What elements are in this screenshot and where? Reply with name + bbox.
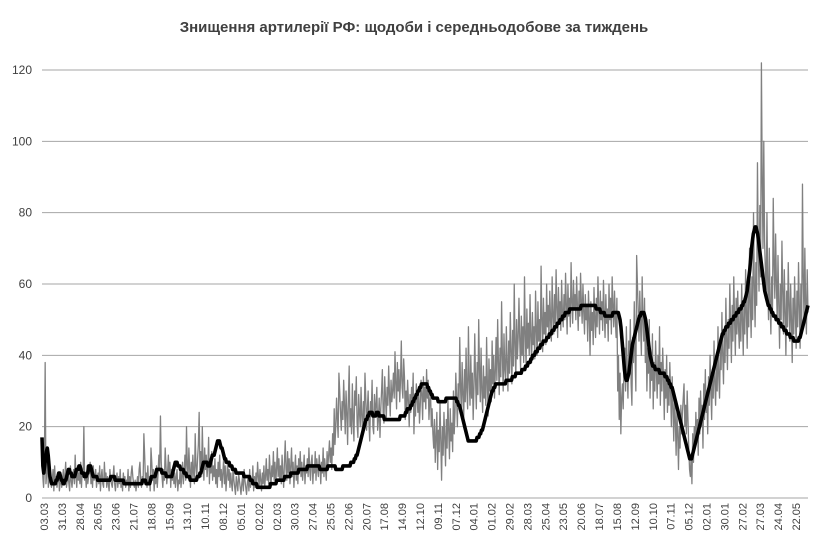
y-tick-label: 80 [19,206,33,220]
x-tick-label: 02.03 [272,503,284,531]
x-tick-label: 29.02 [505,503,517,531]
y-tick-label: 60 [19,277,33,291]
x-tick-label: 18.08 [146,503,158,531]
x-tick-label: 30.03 [290,503,302,531]
chart-title: Знищення артилерії РФ: щодоби і середньо… [180,19,649,36]
x-tick-label: 27.04 [308,503,320,531]
x-tick-label: 28.04 [75,503,87,531]
x-tick-label: 15.08 [612,503,624,531]
x-tick-label: 09.11 [433,503,445,530]
x-tick-label: 07.11 [666,503,678,530]
x-tick-label: 20.06 [576,503,588,531]
series-daily [41,62,809,496]
x-tick-label: 18.07 [594,503,606,531]
x-tick-label: 20.07 [361,503,373,531]
x-tick-label: 23.05 [558,503,570,531]
x-tick-label: 05.12 [684,503,696,531]
x-tick-label: 26.05 [93,503,105,531]
x-tick-label: 27.02 [737,503,749,531]
x-tick-label: 28.03 [522,503,534,531]
x-tick-label: 05.01 [236,503,248,531]
x-tick-label: 12.09 [630,503,642,531]
y-tick-label: 20 [19,420,33,434]
x-tick-label: 23.06 [111,503,123,531]
x-tick-label: 30.01 [719,503,731,531]
y-axis-ticks: 0 20 40 60 80 100 120 [12,63,32,505]
x-tick-label: 10.11 [200,503,212,530]
grid-lines [42,69,808,428]
x-tick-label: 13.10 [182,503,194,531]
y-tick-label: 40 [19,348,33,362]
y-tick-label: 0 [25,491,32,505]
x-tick-label: 21.07 [129,503,141,531]
x-tick-label: 02.01 [702,503,714,531]
x-tick-label: 01.02 [487,503,499,531]
x-tick-label: 02.02 [254,503,266,531]
x-tick-label: 25.05 [326,503,338,531]
x-tick-label: 22.05 [791,503,803,531]
x-tick-label: 22.06 [343,503,355,531]
x-tick-label: 24.04 [773,503,785,531]
x-tick-label: 10.10 [648,503,660,531]
weekly-average-line [40,225,810,490]
x-tick-label: 17.08 [379,503,391,531]
x-tick-label: 27.03 [755,503,767,531]
x-tick-label: 12.10 [415,503,427,531]
y-tick-label: 100 [12,134,32,148]
x-axis-ticks: 03.03 31.03 28.04 26.05 23.06 21.07 18.08 15.09… [39,503,803,531]
daily-line [41,62,809,496]
series-weekly-average [40,225,810,490]
x-tick-label: 08.12 [218,503,230,531]
y-tick-label: 120 [12,63,32,77]
x-tick-label: 04.01 [469,503,481,531]
x-tick-label: 07.12 [451,503,463,531]
x-tick-label: 25.04 [540,503,552,531]
x-tick-label: 31.03 [57,503,69,531]
x-tick-label: 15.09 [164,503,176,531]
x-tick-label: 14.09 [397,503,409,531]
x-tick-label: 03.03 [39,503,51,531]
